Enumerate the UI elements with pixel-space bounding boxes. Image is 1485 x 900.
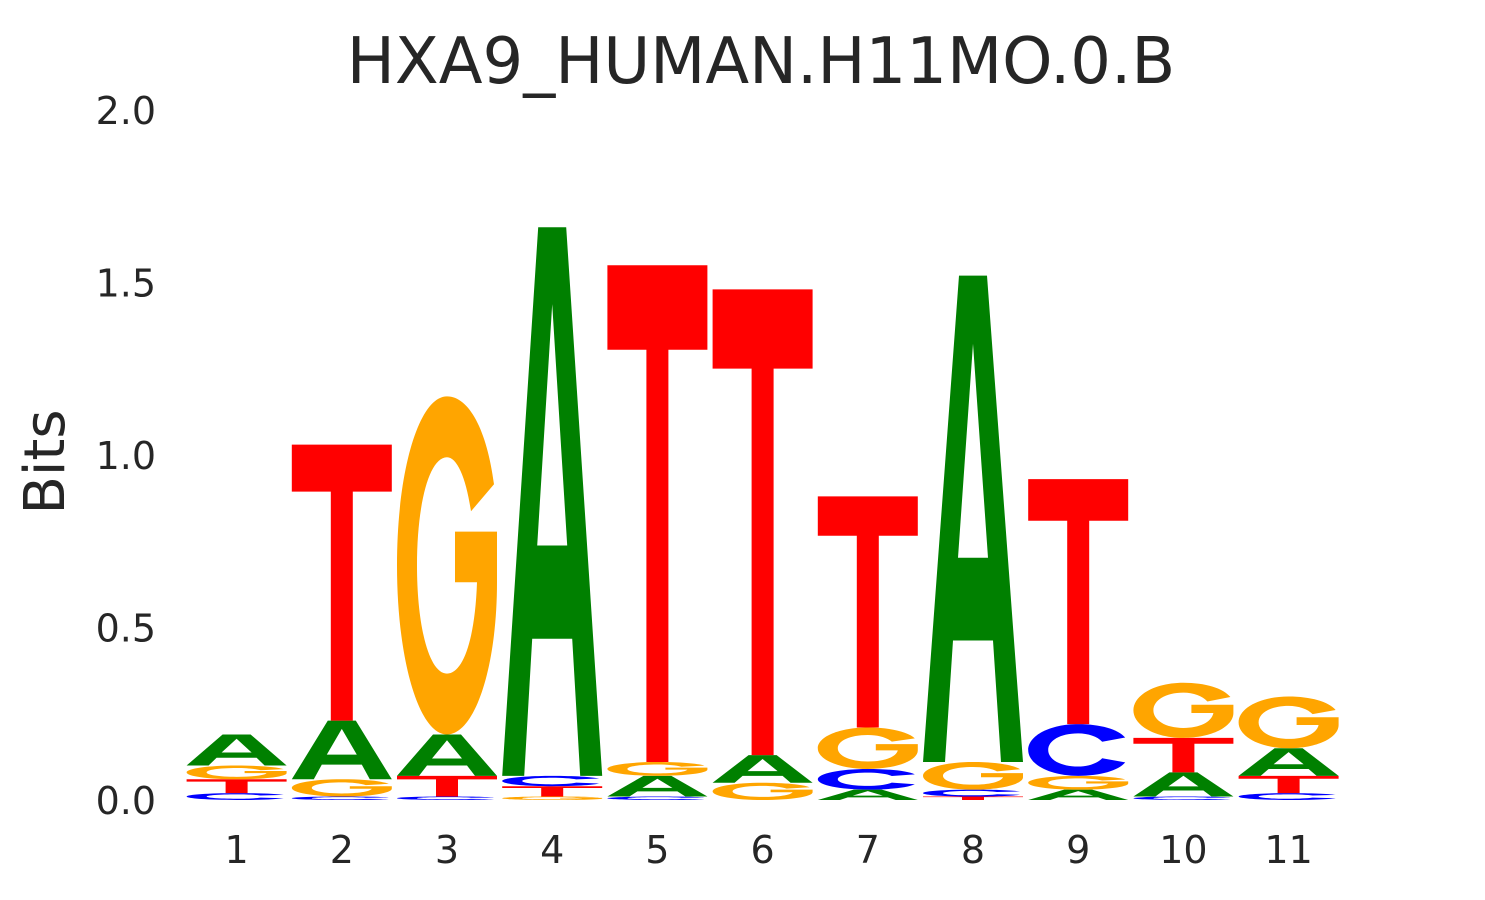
logo-letter-g <box>712 782 813 800</box>
logo-letter-g <box>502 796 603 800</box>
logo-letter-a <box>1238 748 1339 776</box>
y-tick-label: 0.5 <box>96 607 156 651</box>
logo-letter-g <box>1028 775 1129 790</box>
y-axis-ticks: 0.0 0.5 1.0 1.5 2.0 <box>96 89 156 823</box>
y-tick-label: 2.0 <box>96 89 156 133</box>
logo-letter-t <box>607 265 708 763</box>
logo-letter-g <box>1133 682 1234 738</box>
logo-letter-t <box>1133 737 1234 773</box>
x-tick-label: 4 <box>540 828 564 872</box>
logo-letter-t <box>291 444 392 721</box>
chart-title: HXA9_HUMAN.H11MO.0.B <box>347 25 1176 99</box>
logo-letter-a <box>607 775 708 797</box>
logo-letter-t <box>502 786 603 797</box>
logo-letter-t <box>817 496 918 728</box>
logo-letter-c <box>607 796 705 800</box>
logo-letter-g <box>291 779 392 797</box>
logo-letter-t <box>712 289 813 756</box>
x-tick-label: 3 <box>435 828 459 872</box>
y-axis-label: Bits <box>13 409 78 514</box>
logo-letter-a <box>923 275 1023 763</box>
x-tick-label: 11 <box>1264 828 1312 872</box>
logo-letter-g <box>607 762 708 776</box>
x-tick-label: 6 <box>751 828 775 872</box>
logo-letter-t <box>923 796 1023 800</box>
logo-letter-c <box>186 793 284 800</box>
logo-letter-a <box>186 734 287 766</box>
logo-letter-c <box>502 775 600 787</box>
logo-letter-t <box>397 775 497 797</box>
logo-letter-c <box>1238 793 1336 800</box>
logo-letter-a <box>397 734 497 776</box>
x-tick-label: 2 <box>330 828 354 872</box>
x-axis-ticks: 1 2 3 4 5 6 7 8 9 10 11 <box>225 828 1313 872</box>
logo-letter-c <box>923 789 1020 797</box>
logo-letter-g <box>817 727 918 769</box>
logo-letter-t <box>1238 775 1339 794</box>
logo-letter-a <box>817 789 918 800</box>
y-tick-label: 1.0 <box>96 434 156 478</box>
logo-letter-g <box>186 765 287 780</box>
x-tick-label: 9 <box>1066 828 1090 872</box>
logo-letter-a <box>1133 772 1234 797</box>
y-tick-label: 1.5 <box>96 262 156 306</box>
letter-stacks <box>186 227 1339 800</box>
logo-letter-g <box>923 762 1023 790</box>
logo-letter-g <box>1238 696 1339 749</box>
logo-letter-c <box>1133 796 1231 800</box>
logo-letter-g <box>397 396 497 735</box>
x-tick-label: 5 <box>645 828 669 872</box>
logo-letter-a <box>291 720 392 780</box>
x-tick-label: 8 <box>961 828 985 872</box>
logo-letter-c <box>1028 724 1126 776</box>
logo-letter-a <box>502 227 603 776</box>
y-tick-label: 0.0 <box>96 779 156 823</box>
logo-letter-c <box>291 796 389 800</box>
logo-letter-t <box>186 779 287 794</box>
logo-letter-t <box>1028 479 1129 725</box>
logo-letter-a <box>1028 789 1129 800</box>
logo-letter-c <box>817 768 915 790</box>
x-tick-label: 1 <box>225 828 249 872</box>
logo-letter-a <box>712 755 813 783</box>
x-tick-label: 7 <box>856 828 880 872</box>
logo-letter-c <box>397 796 494 800</box>
x-tick-label: 10 <box>1159 828 1207 872</box>
